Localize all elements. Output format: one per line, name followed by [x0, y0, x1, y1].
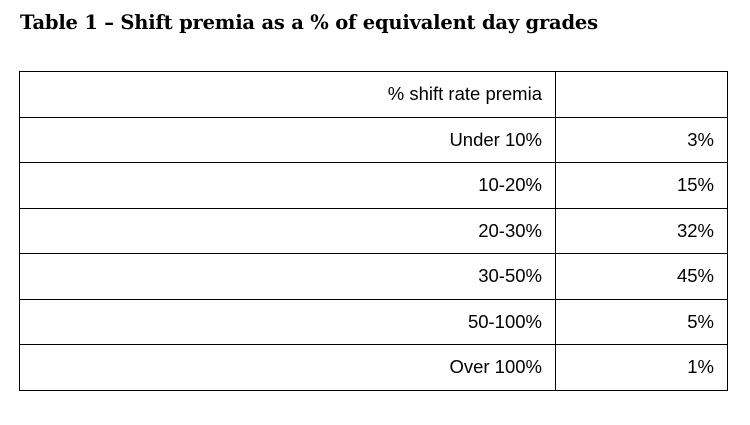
- band-cell: Over 100%: [19, 344, 556, 391]
- table-row: 20-30% 32%: [19, 207, 728, 254]
- share-cell: 15%: [555, 162, 728, 209]
- band-cell: 50-100%: [19, 298, 556, 345]
- table-header-row: % shift rate premia: [19, 71, 728, 118]
- header-cell-share: [555, 71, 728, 118]
- share-cell: 1%: [555, 344, 728, 391]
- band-cell: 30-50%: [19, 253, 556, 300]
- share-cell: 45%: [555, 253, 728, 300]
- share-cell: 3%: [555, 116, 728, 163]
- table-row: 50-100% 5%: [19, 298, 728, 345]
- band-cell: 10-20%: [19, 162, 556, 209]
- table-row: Under 10% 3%: [19, 116, 728, 163]
- header-cell-band: % shift rate premia: [19, 71, 556, 118]
- band-cell: Under 10%: [19, 116, 556, 163]
- shift-premia-table: % shift rate premia Under 10% 3% 10-20% …: [19, 71, 728, 391]
- table-row: 30-50% 45%: [19, 253, 728, 300]
- table-title: Table 1 – Shift premia as a % of equival…: [20, 11, 598, 34]
- table-row: Over 100% 1%: [19, 344, 728, 391]
- table-row: 10-20% 15%: [19, 162, 728, 209]
- share-cell: 5%: [555, 298, 728, 345]
- band-cell: 20-30%: [19, 207, 556, 254]
- share-cell: 32%: [555, 207, 728, 254]
